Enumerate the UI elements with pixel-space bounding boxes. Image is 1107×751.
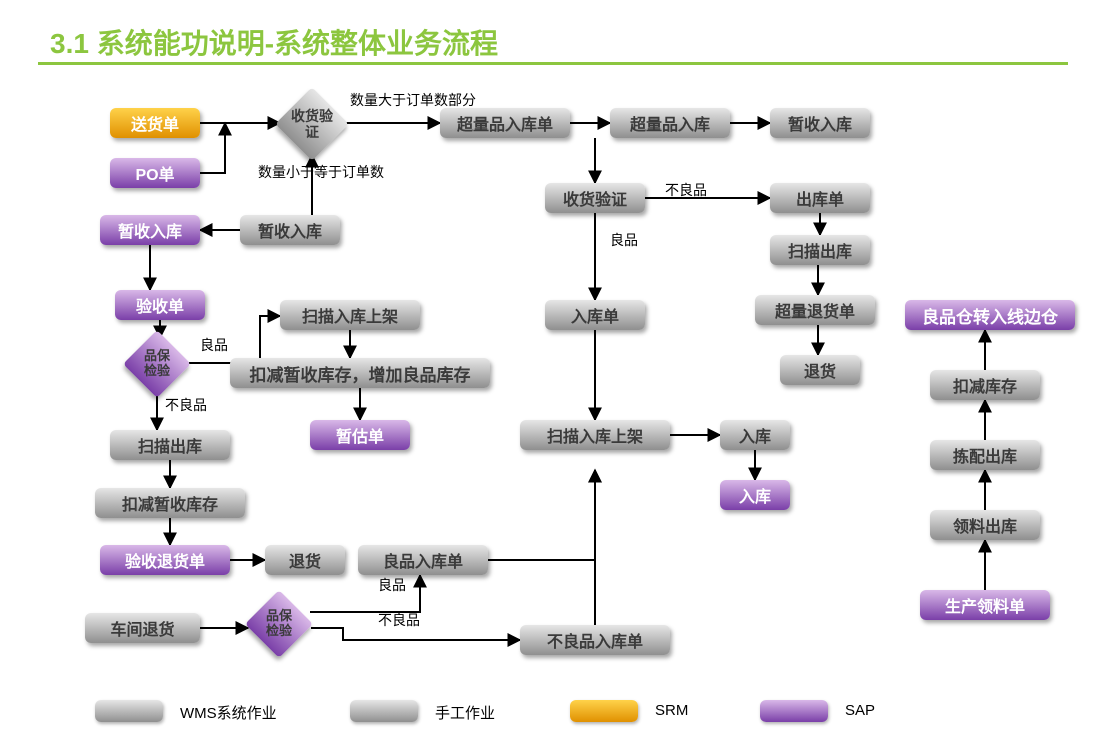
- legend-label: SRM: [655, 702, 688, 719]
- flow-node-n_podan: PO单: [110, 158, 200, 188]
- flow-node-n_liangpin_zhuanru: 良品仓转入线边仓: [905, 300, 1075, 330]
- legend-swatch-手工作业: [350, 700, 418, 722]
- flow-node-n_saomiao_ruku_sj2: 扫描入库上架: [520, 420, 670, 450]
- flowchart-canvas: { "title": { "text": "3.1 系统能功说明-系统整体业务流…: [0, 0, 1107, 751]
- edge-label: 良品: [200, 335, 228, 355]
- flow-decision-d_pinbao2: 品保 检验: [255, 600, 303, 648]
- title-underline: [38, 62, 1068, 65]
- flow-node-n_koujian_zs2: 扣减暂收库存: [95, 488, 245, 518]
- edge-label: 数量大于订单数部分: [350, 90, 476, 110]
- decision-label: 品保 检验: [255, 600, 303, 648]
- flow-node-n_lingliao_chuku: 领料出库: [930, 510, 1040, 540]
- edge-label: 不良品: [378, 610, 420, 630]
- flow-node-n_chaoliang_dan: 超量品入库单: [440, 108, 570, 138]
- edge-label: 良品: [378, 575, 406, 595]
- flow-node-n_saomiao_chuku_r: 扫描出库: [770, 235, 870, 265]
- flow-node-n_tuihuo_l: 退货: [265, 545, 345, 575]
- flow-node-n_saomiao_ruku_sj1: 扫描入库上架: [280, 300, 420, 330]
- flow-edge: [200, 123, 225, 173]
- flow-decision-d_shouhuo: 收货验 证: [286, 98, 338, 150]
- flow-node-n_ruku_gray: 入库: [720, 420, 790, 450]
- edge-label: 数量小于等于订单数: [258, 162, 384, 182]
- flow-node-n_zangu_dan: 暂估单: [310, 420, 410, 450]
- decision-label: 品保 检验: [133, 340, 181, 388]
- flow-node-n_chaoliang_ruku: 超量品入库: [610, 108, 730, 138]
- legend-swatch-WMS系统作业: [95, 700, 163, 722]
- flow-node-n_chaoliang_th: 超量退货单: [755, 295, 875, 325]
- flow-node-n_shengchan_ll: 生产领料单: [920, 590, 1050, 620]
- flow-edge: [488, 470, 595, 560]
- flow-node-n_ruku_dan: 入库单: [545, 300, 645, 330]
- legend-swatch-SAP: [760, 700, 828, 722]
- flow-decision-d_pinbao1: 品保 检验: [133, 340, 181, 388]
- edge-label: 不良品: [165, 395, 207, 415]
- page-title: 3.1 系统能功说明-系统整体业务流程: [50, 22, 498, 62]
- flow-node-n_jianpei: 拣配出库: [930, 440, 1040, 470]
- flow-node-n_shouhuo_yz: 收货验证: [545, 183, 645, 213]
- flow-node-n_yanshou_dan: 验收单: [115, 290, 205, 320]
- legend-label: 手工作业: [435, 702, 495, 723]
- flow-node-n_koujian_kc: 扣减库存: [930, 370, 1040, 400]
- edge-label: 良品: [610, 230, 638, 250]
- flow-node-n_chuku_dan: 出库单: [770, 183, 870, 213]
- flow-node-n_zanshou2_right: 暂收入库: [240, 215, 340, 245]
- edge-label: 不良品: [665, 180, 707, 200]
- flow-node-n_liangpin_ruku: 良品入库单: [358, 545, 488, 575]
- flow-node-n_chejian_th: 车间退货: [85, 613, 200, 643]
- legend-swatch-SRM: [570, 700, 638, 722]
- flow-node-n_yanshou_th: 验收退货单: [100, 545, 230, 575]
- legend-label: SAP: [845, 702, 875, 719]
- flow-node-n_saomiao_chuku_l: 扫描出库: [110, 430, 230, 460]
- flow-node-n_koujian_zs: 扣减暂收库存，增加良品库存: [230, 358, 490, 388]
- decision-label: 收货验 证: [286, 98, 338, 150]
- flow-node-n_zanshou_ruku_top: 暂收入库: [770, 108, 870, 138]
- flow-node-n_ruku_purple: 入库: [720, 480, 790, 510]
- flow-node-n_zanshou2_left: 暂收入库: [100, 215, 200, 245]
- flow-node-n_songhuo: 送货单: [110, 108, 200, 138]
- legend-label: WMS系统作业: [180, 702, 277, 723]
- flow-node-n_buliangpin_ruku: 不良品入库单: [520, 625, 670, 655]
- flow-node-n_tuihuo_r: 退货: [780, 355, 860, 385]
